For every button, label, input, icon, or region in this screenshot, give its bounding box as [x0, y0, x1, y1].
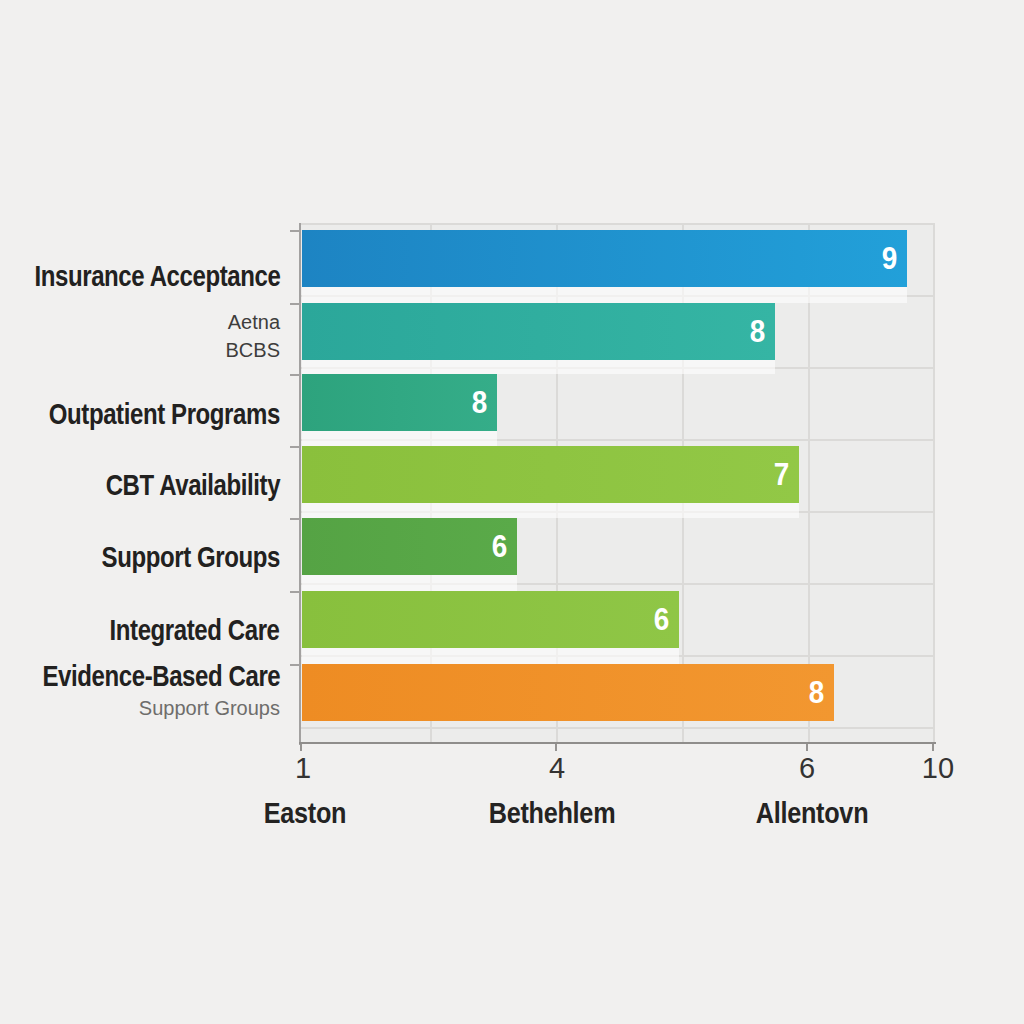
- bar-gap-highlight: [302, 503, 799, 518]
- x-axis-tick: [932, 744, 934, 751]
- bar-value-label: 9: [882, 243, 907, 274]
- bar: 7: [302, 446, 799, 503]
- category-label: Support Groups: [139, 697, 280, 720]
- category-label: Aetna: [228, 311, 280, 334]
- category-label: Integrated Care: [110, 613, 280, 647]
- bar-gap-highlight: [302, 431, 497, 446]
- x-axis-tick-label: 6: [799, 752, 815, 785]
- category-label: Outpatient Programs: [49, 397, 280, 431]
- bar: 6: [302, 591, 679, 648]
- x-axis-tick: [806, 744, 808, 751]
- bar: 6: [302, 518, 517, 575]
- category-label: Support Groups: [102, 540, 280, 574]
- gridline-horizontal: [301, 727, 934, 729]
- y-axis-tick: [290, 230, 299, 232]
- bar-value-label: 6: [492, 531, 517, 562]
- category-label: BCBS: [226, 339, 280, 362]
- y-axis-tick: [290, 591, 299, 593]
- category-label: Evidence-Based Care: [42, 659, 280, 693]
- y-axis-line: [299, 223, 301, 745]
- category-label: Insurance Acceptance: [34, 259, 280, 293]
- bar-gap-highlight: [302, 287, 907, 303]
- bar: 8: [302, 374, 497, 431]
- y-axis-tick: [290, 664, 299, 666]
- bar: 8: [302, 303, 775, 360]
- x-axis-tick-label: 10: [922, 752, 954, 785]
- y-axis-tick: [290, 518, 299, 520]
- city-label: Easton: [264, 797, 347, 830]
- bar-value-label: 8: [750, 316, 775, 347]
- bar-chart: 9 8 8 7 6 6 8 Insurance Acceptance Aetna BCBS Outp…: [0, 0, 1024, 1024]
- bar-value-label: 8: [472, 387, 497, 418]
- bar-value-label: 7: [774, 459, 799, 490]
- x-axis-line: [299, 742, 936, 744]
- x-axis-tick: [555, 744, 557, 751]
- y-axis-tick: [290, 303, 299, 305]
- city-label: Allentovn: [756, 797, 869, 830]
- y-axis-tick: [290, 446, 299, 448]
- bar: 9: [302, 230, 907, 287]
- category-label: CBT Availability: [105, 468, 280, 502]
- bar-gap-highlight: [302, 575, 517, 591]
- bar-value-label: 6: [654, 604, 679, 635]
- city-label: Bethehlem: [489, 797, 616, 830]
- gridline-horizontal: [301, 223, 934, 225]
- bar-gap-highlight: [302, 648, 679, 664]
- x-axis-tick-label: 4: [549, 752, 565, 785]
- bar-value-label: 8: [809, 677, 834, 708]
- x-axis-tick: [300, 744, 302, 751]
- x-axis-tick-label: 1: [295, 752, 311, 785]
- gridline-vertical: [933, 223, 935, 744]
- y-axis-tick: [290, 374, 299, 376]
- bar: 8: [302, 664, 834, 721]
- bar-gap-highlight: [302, 360, 775, 374]
